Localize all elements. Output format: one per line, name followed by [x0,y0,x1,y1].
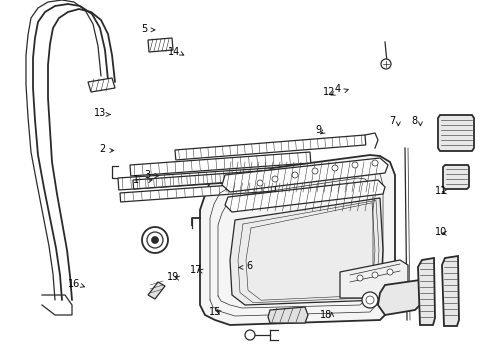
Text: 4: 4 [335,84,341,94]
Text: 10: 10 [435,227,447,237]
Text: 19: 19 [167,272,179,282]
Circle shape [366,296,374,304]
Circle shape [257,180,263,186]
Text: 3: 3 [144,170,150,180]
Text: 11: 11 [435,186,447,196]
Polygon shape [118,168,271,190]
Polygon shape [438,115,474,151]
Circle shape [142,227,168,253]
Circle shape [362,292,378,308]
Polygon shape [268,307,308,323]
Circle shape [292,172,298,178]
Text: 16: 16 [69,279,81,289]
Circle shape [372,272,378,278]
Polygon shape [148,282,165,299]
Text: 14: 14 [168,47,180,57]
Circle shape [372,160,378,166]
Text: 2: 2 [99,144,105,154]
Polygon shape [88,78,115,92]
Polygon shape [120,182,276,202]
Text: 15: 15 [209,307,222,318]
Text: 12: 12 [323,87,336,97]
Text: 6: 6 [247,261,253,271]
Polygon shape [130,152,311,176]
Polygon shape [443,165,469,189]
Text: 17: 17 [190,265,202,275]
Polygon shape [175,135,366,160]
Polygon shape [225,180,385,212]
Polygon shape [418,258,435,325]
Circle shape [151,237,158,243]
Polygon shape [133,167,316,189]
Text: 5: 5 [142,24,147,34]
Circle shape [357,275,363,281]
Polygon shape [200,155,395,325]
Text: 13: 13 [95,108,107,118]
Circle shape [245,330,255,340]
Polygon shape [340,260,408,298]
Circle shape [381,59,391,69]
Polygon shape [378,280,428,315]
Text: 18: 18 [319,310,332,320]
Polygon shape [230,198,383,305]
Circle shape [332,165,338,171]
Circle shape [272,176,278,182]
Circle shape [147,232,163,248]
Polygon shape [442,256,459,326]
Polygon shape [222,158,388,192]
Text: 7: 7 [389,116,395,126]
Text: 8: 8 [411,116,417,126]
Circle shape [387,269,393,275]
Circle shape [312,168,318,174]
Text: 9: 9 [316,125,321,135]
Text: 1: 1 [133,175,139,185]
Circle shape [352,162,358,168]
Polygon shape [148,38,173,52]
